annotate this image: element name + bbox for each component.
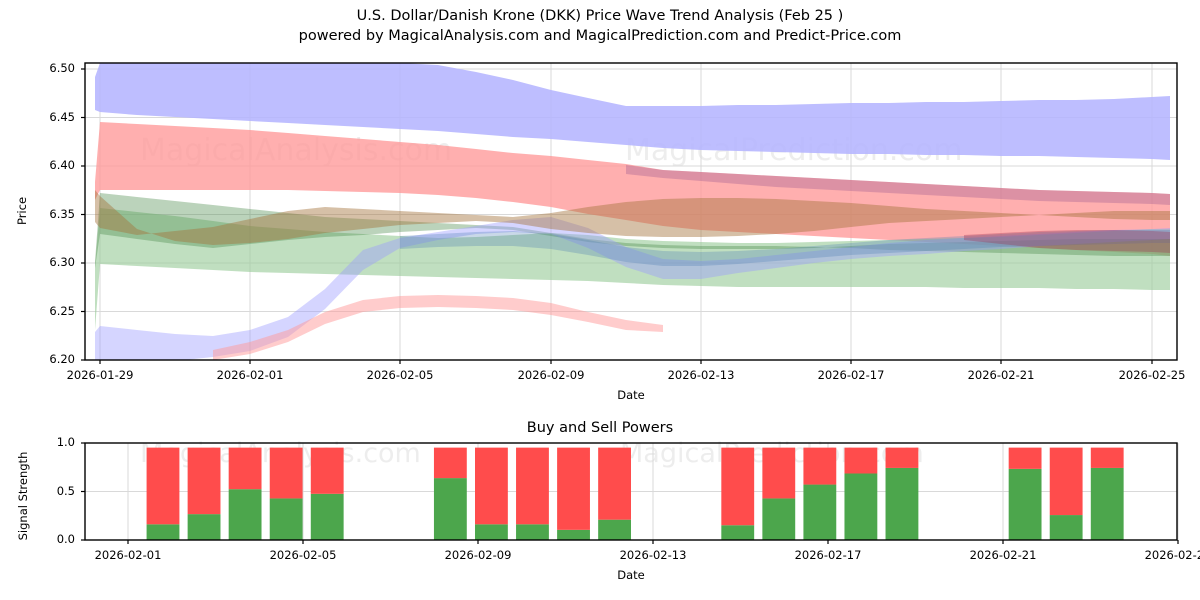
powers-xtick-3: 2026-02-13: [619, 548, 687, 562]
bar-sell-power: [269, 447, 303, 499]
bar-buy-power: [762, 498, 796, 540]
powers-xtick-1: 2026-02-05: [269, 548, 337, 562]
bar-buy-power: [146, 524, 180, 540]
price-xtick-4: 2026-02-13: [667, 368, 735, 382]
price-xtick-0: 2026-01-29: [66, 368, 134, 382]
price-ytick-0: 6.20: [49, 352, 75, 366]
bar-sell-power: [516, 447, 549, 525]
bar-sell-power: [721, 447, 755, 526]
powers-bars-group: [146, 447, 1124, 540]
bar-sell-power: [228, 447, 262, 490]
plot-area-border: [84, 62, 1178, 361]
powers-chart-title: Buy and Sell Powers: [526, 420, 674, 436]
powers-yaxis-label: Signal Strength: [16, 451, 30, 541]
bar-buy-power: [228, 489, 262, 540]
price-ytick-4: 6.40: [49, 158, 75, 172]
band-crimson-overlay: [964, 230, 1170, 253]
price-wave-chart: MagicalAnalysis.com MagicalPrediction.co…: [81, 62, 1178, 364]
bar-sell-power: [310, 447, 344, 494]
bar-sell-power: [803, 447, 837, 485]
price-xtick-6: 2026-02-21: [967, 368, 1035, 382]
price-xtick-5: 2026-02-17: [817, 368, 885, 382]
band-red-main: [95, 122, 1170, 256]
bar-buy-power: [1049, 515, 1083, 540]
band-brown-overlay: [95, 190, 1170, 245]
powers-ytick-2: 1.0: [56, 435, 75, 449]
bar-buy-power: [557, 529, 590, 540]
bar-buy-power: [1008, 468, 1042, 540]
price-xaxis-label: Date: [617, 388, 645, 402]
powers-x-tick-marks: [127, 540, 1179, 544]
bar-sell-power: [557, 447, 590, 530]
powers-xtick-4: 2026-02-17: [794, 548, 862, 562]
band-teal-overlay: [400, 230, 1170, 266]
band-red-lower-tail: [213, 295, 663, 360]
bar-sell-power: [844, 447, 878, 474]
price-xtick-3: 2026-02-09: [517, 368, 585, 382]
bar-sell-power: [475, 447, 508, 525]
price-xtick-2: 2026-02-05: [366, 368, 434, 382]
x-tick-marks: [99, 360, 1153, 364]
bar-sell-power: [1090, 447, 1124, 468]
bar-sell-power: [1008, 447, 1042, 469]
powers-xaxis-label: Date: [617, 568, 645, 582]
bar-buy-power: [885, 467, 919, 540]
bar-buy-power: [721, 525, 755, 540]
bar-buy-power: [269, 498, 303, 540]
powers-y-tick-marks: [81, 442, 85, 541]
band-blue-lower: [95, 217, 1170, 360]
price-ytick-5: 6.45: [49, 109, 75, 124]
bar-sell-power: [146, 447, 180, 525]
bar-buy-power: [187, 514, 221, 540]
powers-xtick-2: 2026-02-09: [444, 548, 512, 562]
powers-xtick-5: 2026-02-21: [969, 548, 1037, 562]
bar-buy-power: [310, 493, 344, 540]
bar-buy-power: [844, 473, 878, 540]
bar-sell-power: [187, 447, 221, 515]
price-ytick-6: 6.50: [49, 61, 75, 75]
powers-ytick-1: 0.5: [56, 483, 75, 498]
powers-xtick-0: 2026-02-01: [94, 548, 162, 562]
bar-buy-power: [516, 524, 549, 540]
wave-bands-group: [95, 63, 1170, 360]
bar-buy-power: [1090, 467, 1124, 540]
bar-sell-power: [1049, 447, 1083, 516]
band-blue-upper: [95, 63, 1170, 160]
powers-xtick-6: 2026-02-25: [1144, 548, 1200, 562]
y-tick-marks: [81, 68, 85, 361]
band-green-wide: [95, 208, 1170, 330]
band-purple-overlay: [626, 165, 1170, 205]
bar-sell-power: [598, 447, 631, 520]
bar-sell-power: [885, 447, 919, 468]
band-green-core: [95, 193, 1170, 268]
bar-buy-power: [475, 524, 508, 540]
price-xtick-1: 2026-02-01: [216, 368, 284, 382]
bar-sell-power: [433, 447, 467, 479]
bar-buy-power: [803, 484, 837, 540]
bar-sell-power: [762, 447, 796, 499]
buy-sell-powers-chart: MagicalAnalysis.com MagicalPrediction.co…: [81, 440, 1179, 544]
price-xtick-7: 2026-02-25: [1118, 368, 1186, 382]
bar-buy-power: [433, 478, 467, 540]
price-ytick-1: 6.25: [49, 303, 75, 318]
price-yaxis-label: Price: [15, 196, 29, 226]
price-ytick-2: 6.30: [49, 255, 75, 269]
bar-buy-power: [598, 519, 631, 540]
price-ytick-3: 6.35: [49, 206, 75, 221]
powers-ytick-0: 0.0: [56, 532, 75, 546]
